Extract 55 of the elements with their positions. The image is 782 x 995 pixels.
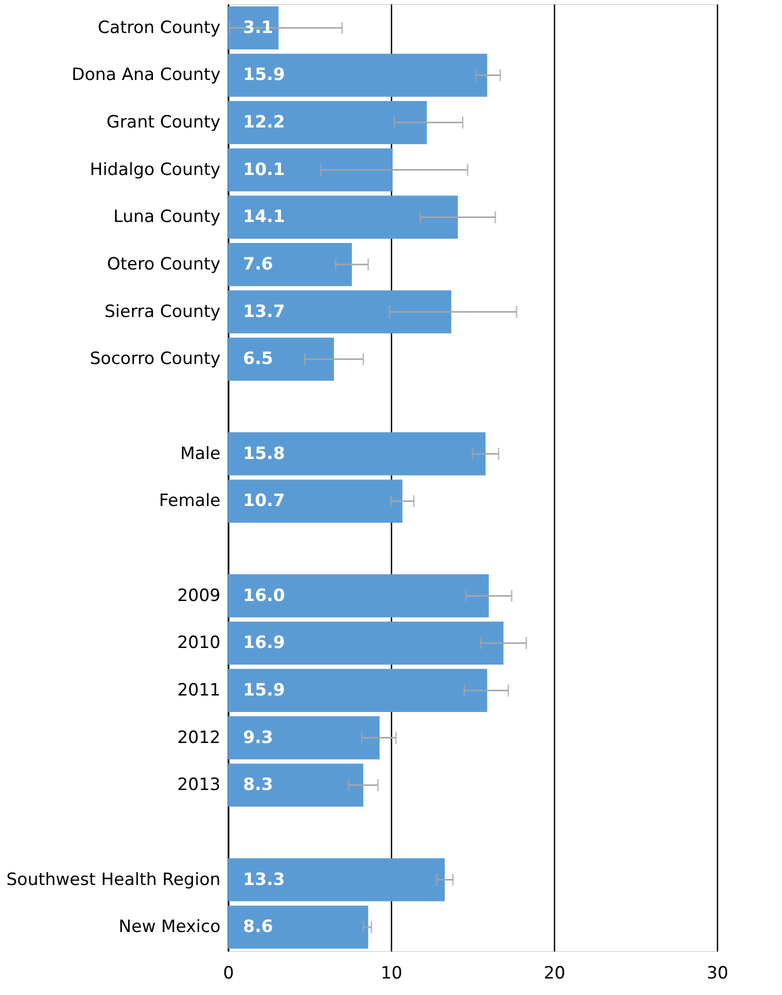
bar [228,6,279,50]
data-label: 8.6 [243,917,274,938]
y-tick-label: 2012 [177,728,220,748]
data-label: 16.0 [243,586,286,606]
data-label: 15.9 [243,680,285,700]
bar [228,764,364,807]
data-label: 10.7 [243,491,285,512]
bar [228,148,393,192]
data-label: 15.9 [243,65,285,86]
data-label: 16.9 [243,633,285,654]
bar [228,906,368,949]
x-tick-label: 10 [380,964,402,984]
y-tick-label: Southwest Health Region [6,870,220,890]
bar [228,338,334,381]
data-label: 13.3 [243,870,285,890]
y-tick-label: Female [159,491,220,512]
y-tick-label: Dona Ana County [72,65,220,86]
data-label: 13.7 [243,302,285,322]
x-tick-label: 0 [223,964,234,984]
bar [228,54,488,97]
data-label: 14.1 [243,207,285,228]
y-tick-label: Male [180,444,220,464]
bar [228,858,445,902]
bar [228,101,427,144]
y-tick-label: Catron County [98,18,220,38]
data-label: 7.6 [243,254,274,275]
y-tick-label: 2013 [177,775,220,796]
x-tick-label: 20 [544,964,566,984]
bar [228,196,458,239]
y-tick-label: 2011 [177,680,220,700]
y-tick-label: 2010 [177,633,220,654]
y-tick-label: Luna County [113,207,220,228]
x-tick-label: 30 [706,964,728,984]
y-tick-label: 2009 [177,586,220,606]
y-tick-label: Otero County [107,254,220,275]
y-tick-label: Sierra County [104,302,220,322]
bar [228,622,504,665]
data-label: 15.8 [243,444,285,464]
bar [228,432,486,476]
bar [228,290,452,334]
y-tick-label: Socorro County [90,349,220,370]
bar [228,480,402,523]
bar [228,243,352,286]
bar [228,574,489,618]
data-label: 8.3 [243,775,274,796]
data-label: 12.2 [243,112,285,133]
bar [228,716,380,760]
data-label: 9.3 [243,728,274,748]
y-tick-label: Grant County [106,112,220,133]
data-label: 6.5 [243,349,274,370]
y-tick-label: New Mexico [118,917,220,938]
data-label: 10.1 [243,160,285,180]
y-tick-label: Hidalgo County [90,160,220,180]
data-label: 3.1 [243,18,274,38]
bar [228,668,488,712]
